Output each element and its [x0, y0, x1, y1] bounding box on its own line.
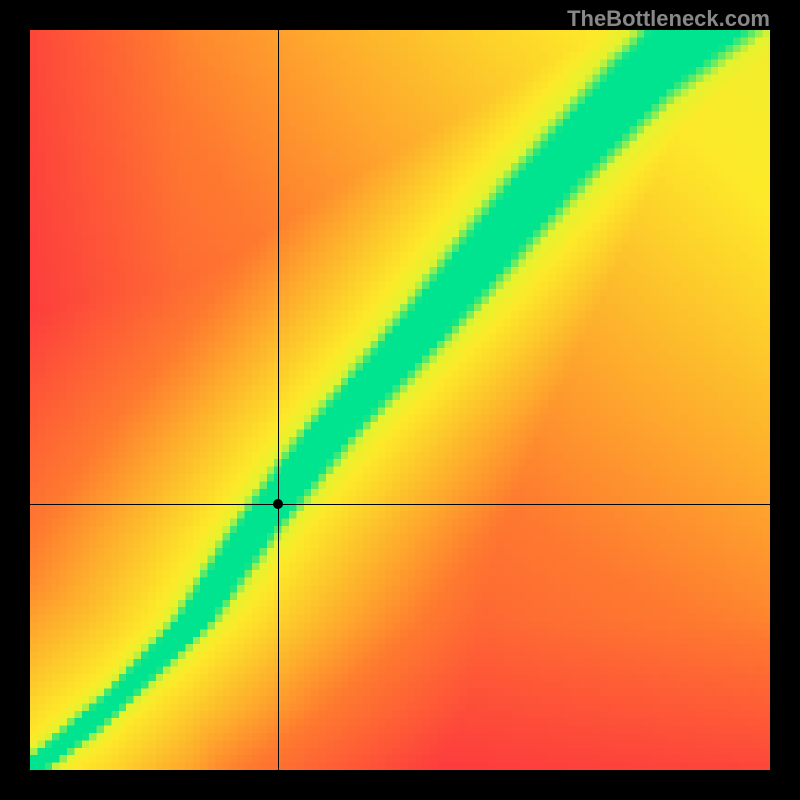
- crosshair-horizontal: [30, 504, 770, 505]
- chart-container: TheBottleneck.com: [0, 0, 800, 800]
- crosshair-marker: [273, 499, 283, 509]
- plot-area: [30, 30, 770, 770]
- attribution-text: TheBottleneck.com: [567, 6, 770, 32]
- crosshair-vertical: [278, 30, 279, 770]
- heatmap-canvas: [30, 30, 770, 770]
